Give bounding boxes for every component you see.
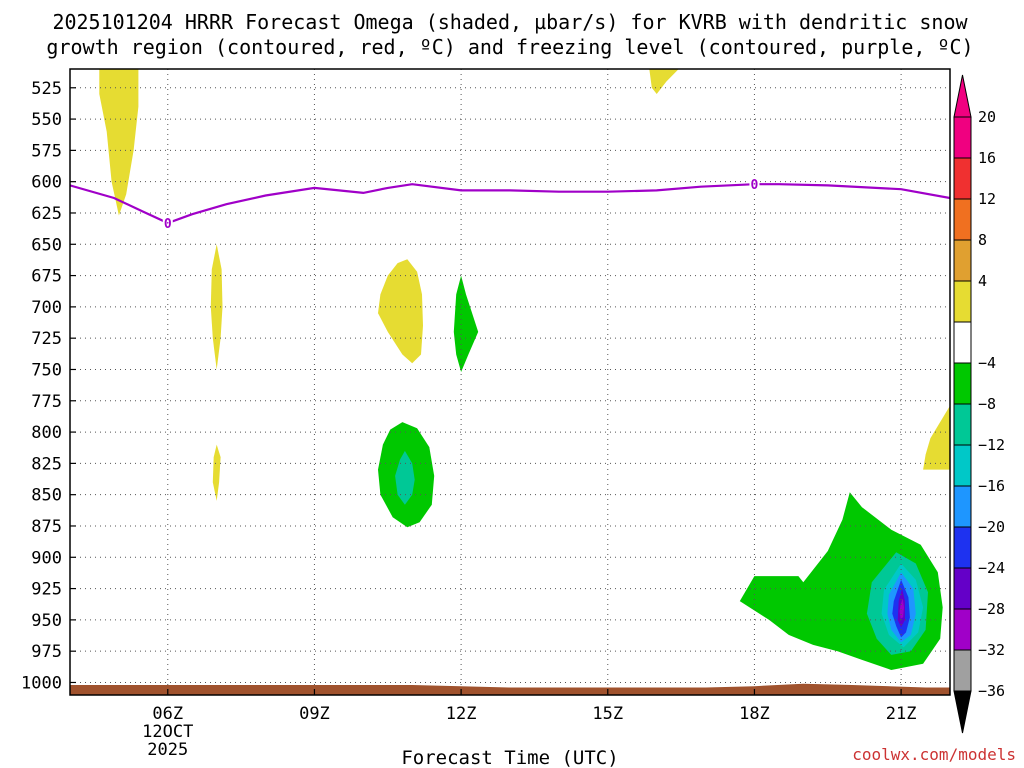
omega-yellow-7z-upper (210, 244, 223, 370)
y-tick-label: 650 (31, 235, 62, 255)
x-tick-label: 12Z (446, 704, 477, 724)
grid-lines (70, 69, 950, 695)
omega-green-12z (453, 275, 479, 372)
colorbar-swatch (953, 485, 972, 528)
y-tick-label: 625 (31, 204, 62, 224)
x-tick-year: 2025 (147, 740, 188, 760)
shaded-regions (70, 69, 950, 695)
colorbar-swatch (953, 362, 972, 405)
plot-area: 00 (69, 68, 951, 696)
colorbar-swatch (953, 157, 972, 200)
freezing-level: 00 (70, 177, 950, 232)
colorbar-label: −20 (978, 518, 1005, 536)
colorbar-swatch (953, 239, 972, 282)
plot-frame (69, 68, 951, 696)
colorbar-swatch (953, 403, 972, 446)
freezing-level-line (70, 183, 950, 225)
omega-magenta-core (899, 598, 904, 619)
x-tick-label: 09Z (299, 704, 330, 724)
colorbar-label: −28 (978, 600, 1005, 618)
colorbar-swatch (953, 567, 972, 610)
y-tick-label: 825 (31, 454, 62, 474)
colorbar-label: 12 (978, 190, 996, 208)
x-tick-date: 12OCT (142, 722, 193, 742)
x-tick-label: 15Z (592, 704, 623, 724)
colorbar: 20 16 12 8 4 −4 −8 −12 −16 −20 −24 −28 −32 −36 (953, 74, 1005, 734)
x-tick-label: 21Z (886, 704, 917, 724)
omega-yellow-top-left (99, 69, 139, 216)
colorbar-label: −36 (978, 682, 1005, 700)
colorbar-label: −16 (978, 477, 1005, 495)
colorbar-bottom-arrow (953, 690, 972, 734)
credit-text: coolwx.com/models (852, 745, 1016, 764)
colorbar-label: −24 (978, 559, 1005, 577)
y-tick-label: 525 (31, 79, 62, 99)
x-axis-label: Forecast Time (UTC) (401, 747, 618, 768)
y-tick-label: 975 (31, 642, 62, 662)
colorbar-swatch (953, 280, 972, 323)
freezing-level-label: 0 (164, 217, 172, 232)
omega-yellow-7z-lower (212, 444, 221, 501)
omega-yellow-top-right (649, 69, 679, 94)
y-tick-label: 875 (31, 517, 62, 537)
chart-title-line2: growth region (contoured, red, ºC) and f… (46, 35, 973, 59)
colorbar-label: −32 (978, 641, 1005, 659)
y-tick-label: 925 (31, 580, 62, 600)
colorbar-swatch (953, 321, 972, 364)
x-tick-label: 06Z (152, 704, 183, 724)
y-axis: 525 550 575 600 625 650 675 700 725 750 775 800 825 8… (21, 79, 76, 693)
y-tick-label: 700 (31, 298, 62, 318)
y-tick-label: 750 (31, 360, 62, 380)
colorbar-label: 4 (978, 272, 987, 290)
y-tick-label: 600 (31, 173, 62, 193)
y-tick-label: 575 (31, 141, 62, 161)
omega-yellow-11z (378, 259, 423, 364)
colorbar-label: 16 (978, 149, 996, 167)
colorbar-label: 20 (978, 108, 996, 126)
chart-title-line1: 2025101204 HRRR Forecast Omega (shaded, … (52, 10, 968, 34)
colorbar-swatch (953, 649, 972, 692)
ground-terrain (70, 683, 950, 695)
y-tick-label: 675 (31, 267, 62, 287)
y-tick-label: 775 (31, 392, 62, 412)
colorbar-label: −12 (978, 436, 1005, 454)
colorbar-label: −8 (978, 395, 996, 413)
y-tick-label: 725 (31, 329, 62, 349)
freezing-label-bg (749, 177, 760, 192)
colorbar-swatch (953, 608, 972, 651)
y-tick-label: 950 (31, 611, 62, 631)
y-tick-label: 800 (31, 423, 62, 443)
y-tick-label: 850 (31, 486, 62, 506)
x-tick-label: 18Z (739, 704, 770, 724)
freezing-level-label: 0 (751, 178, 759, 193)
colorbar-label: 8 (978, 231, 987, 249)
y-tick-label: 550 (31, 110, 62, 130)
omega-teal-11z (395, 450, 415, 505)
freezing-label-bg (162, 215, 173, 230)
y-tick-label: 1000 (21, 673, 62, 693)
colorbar-swatch (953, 526, 972, 569)
colorbar-swatch (953, 198, 972, 241)
colorbar-label: −4 (978, 354, 996, 372)
y-tick-label: 900 (31, 548, 62, 568)
colorbar-swatch (953, 116, 972, 159)
omega-yellow-right-edge (923, 405, 950, 470)
colorbar-swatch (953, 444, 972, 487)
